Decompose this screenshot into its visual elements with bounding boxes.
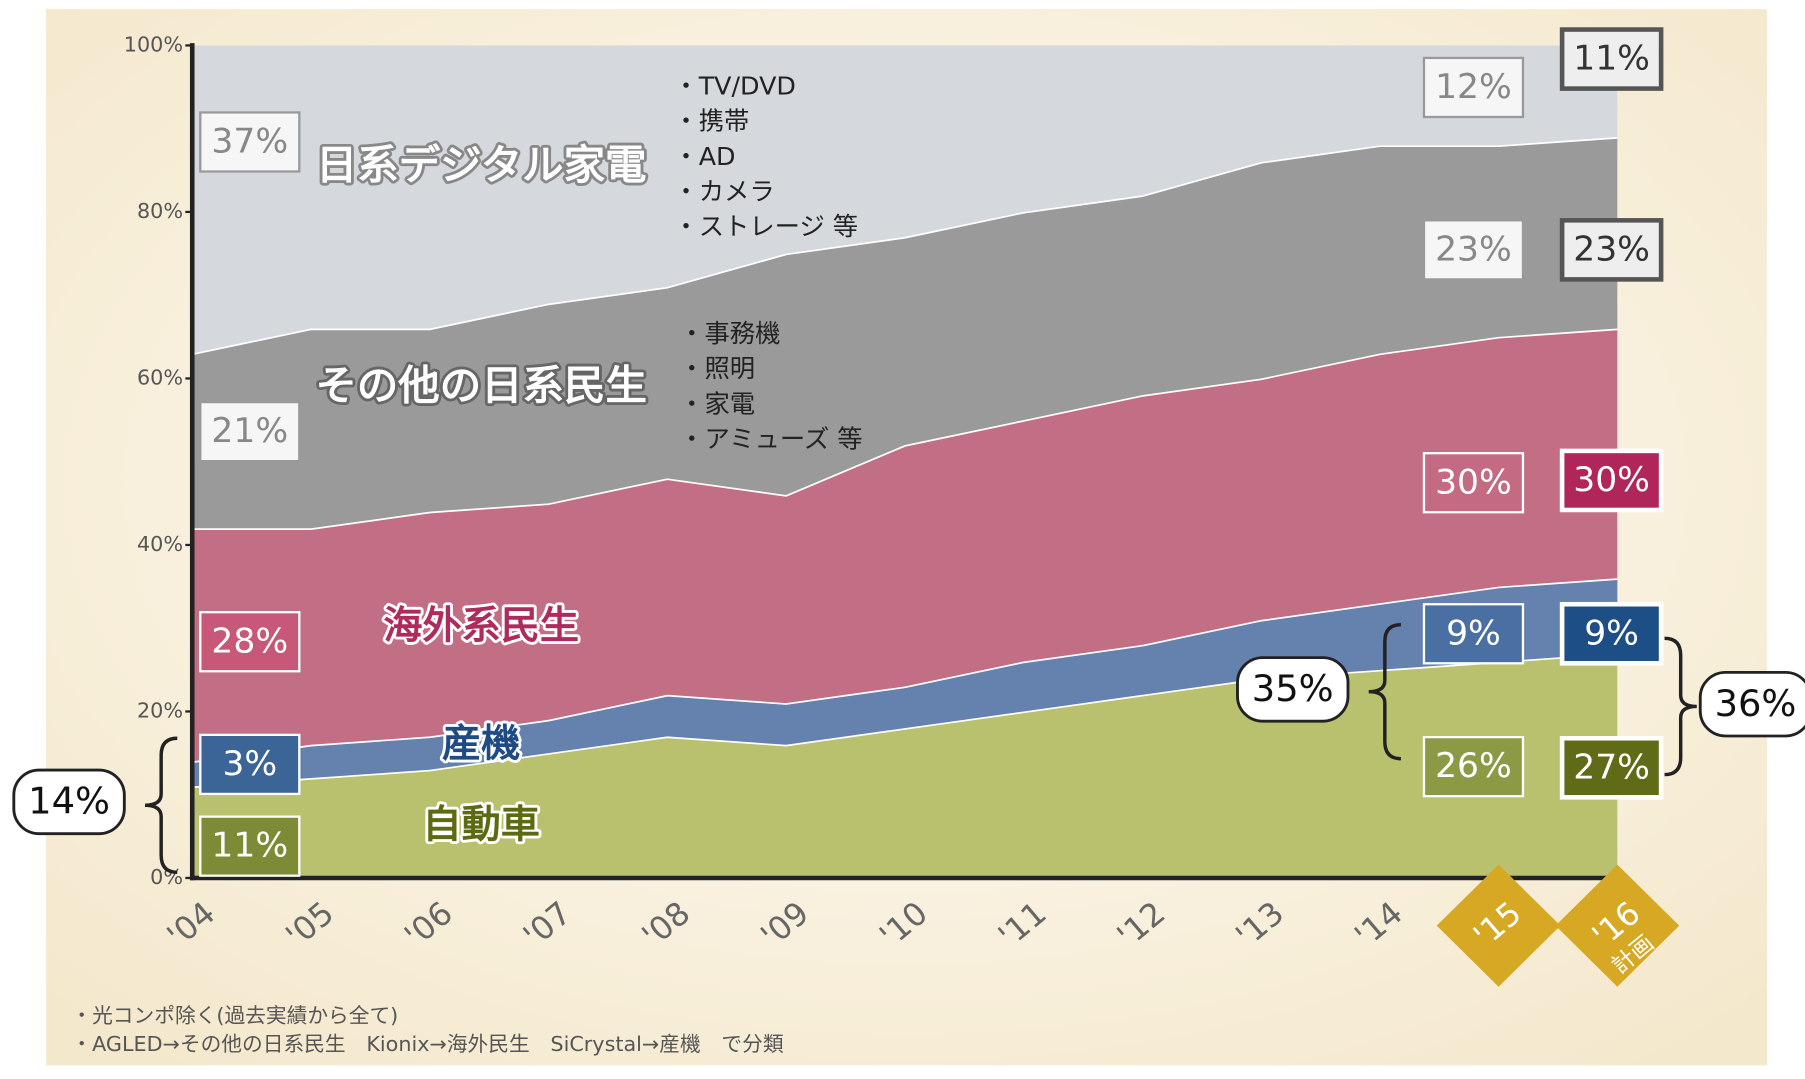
note: ・ストレージ 等 — [673, 212, 858, 241]
note: ・家電 — [679, 390, 755, 419]
y-tick-label: 100% — [124, 33, 183, 57]
value-label: 27% — [1573, 748, 1650, 788]
value-label: 9% — [1446, 614, 1501, 654]
group-brace — [1664, 636, 1697, 777]
value-label-box — [1422, 219, 1525, 281]
value-label-box — [1559, 448, 1664, 513]
value-label-box — [1559, 601, 1664, 666]
note: ・AD — [673, 142, 735, 171]
note: ・携帯 — [673, 107, 749, 136]
series-label: その他の日系民生 — [315, 362, 646, 410]
series-label: 海外系民生 — [383, 604, 579, 649]
group-total: 36% — [1715, 682, 1797, 725]
footnote: ・AGLED→その他の日系民生 Kionix→海外民生 SiCrystal→産機… — [71, 1032, 784, 1056]
value-label: 11% — [1573, 39, 1650, 79]
area — [192, 578, 1618, 787]
value-label: 26% — [1435, 746, 1512, 786]
value-label: 23% — [1573, 230, 1650, 270]
note: ・アミューズ 等 — [679, 425, 862, 454]
group-brace — [1368, 622, 1402, 761]
value-label: 11% — [211, 826, 288, 866]
area — [192, 328, 1618, 762]
y-tick-label: 60% — [137, 366, 183, 390]
value-label-box — [199, 611, 301, 673]
value-label: 12% — [1435, 67, 1512, 107]
note: ・事務機 — [679, 319, 780, 348]
series-label: 日系デジタル家電 — [316, 141, 647, 189]
footnote: ・光コンポ除く(過去実績から全て) — [71, 1004, 398, 1028]
value-label-box — [199, 733, 301, 796]
value-label-box — [199, 111, 301, 173]
y-tick-label: 80% — [137, 199, 183, 223]
value-label-box — [1422, 603, 1525, 665]
value-label: 28% — [211, 622, 288, 662]
group-brace — [144, 736, 178, 874]
group-total-box — [1698, 670, 1805, 738]
note: ・照明 — [679, 354, 755, 383]
value-label-box — [1422, 452, 1525, 514]
value-label: 30% — [1573, 460, 1650, 500]
y-tick-label: 40% — [137, 532, 183, 556]
series-label: 産機 — [442, 722, 520, 767]
value-label-box — [1422, 56, 1525, 119]
value-label-box — [199, 400, 301, 463]
value-label: 21% — [211, 411, 288, 451]
value-label: 3% — [222, 744, 277, 784]
group-total-box — [12, 768, 126, 836]
value-label-box — [1422, 735, 1525, 798]
group-total-box — [1236, 656, 1350, 723]
y-tick-label: 20% — [137, 699, 183, 723]
value-label: 23% — [1435, 230, 1512, 270]
series-label: 自動車 — [423, 803, 540, 848]
value-label: 30% — [1435, 462, 1512, 502]
note: ・カメラ — [673, 177, 774, 206]
area — [192, 137, 1618, 529]
value-label-box — [1559, 735, 1664, 800]
value-label: 37% — [211, 122, 288, 162]
value-label-box — [1559, 218, 1664, 282]
group-total: 14% — [28, 780, 110, 823]
group-total: 35% — [1252, 667, 1334, 710]
value-label: 9% — [1584, 614, 1639, 654]
area — [192, 45, 1618, 354]
note: ・TV/DVD — [673, 72, 795, 101]
value-label-box — [199, 815, 301, 877]
value-label-box — [1559, 27, 1664, 91]
